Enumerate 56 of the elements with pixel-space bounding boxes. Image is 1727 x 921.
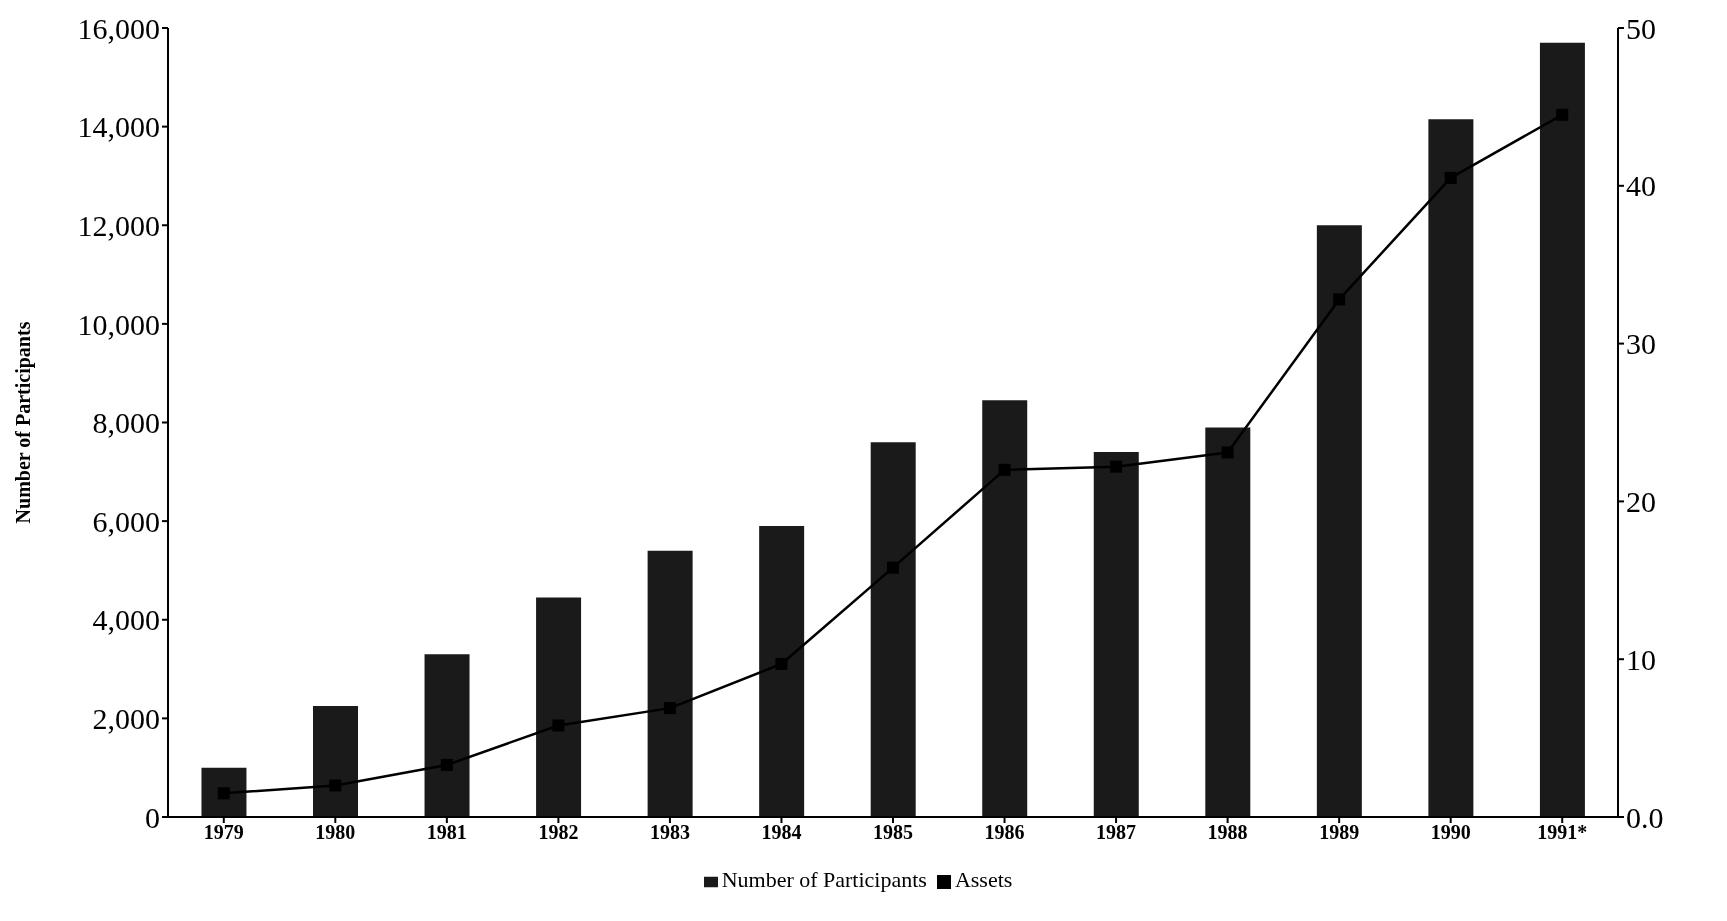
x-tick-label: 1981 <box>426 821 467 844</box>
point <box>1221 446 1234 459</box>
bar <box>647 550 693 817</box>
point <box>552 719 565 732</box>
y-tick-label: 16,000 <box>77 11 160 45</box>
bar <box>1093 452 1139 817</box>
bar <box>424 654 470 817</box>
y2-tick-label: 0.0 <box>1626 800 1664 834</box>
y-tick-label: 0 <box>145 800 160 834</box>
y2-tick-label: 20 <box>1626 485 1656 519</box>
point <box>887 561 899 574</box>
y-tick-label: 10,000 <box>77 307 160 341</box>
point <box>775 657 788 670</box>
bar <box>1205 427 1251 817</box>
point <box>329 779 342 792</box>
x-tick-label: 1985 <box>873 821 913 844</box>
y2-tick-label: 10 <box>1626 642 1656 676</box>
legend-label: Number of Participants <box>721 867 927 892</box>
bar <box>201 767 247 817</box>
y-tick-label: 6,000 <box>92 504 160 538</box>
bar <box>870 442 916 817</box>
legend-label: Assets <box>954 867 1013 892</box>
bar <box>1316 225 1362 817</box>
bar <box>313 706 358 817</box>
x-tick-label: 1988 <box>1207 821 1248 844</box>
y2-tick-label: 50 <box>1626 11 1656 45</box>
x-tick-label: 1990 <box>1430 821 1471 844</box>
point <box>1556 108 1569 121</box>
bar <box>982 400 1028 817</box>
x-tick-label: 1984 <box>761 821 802 844</box>
y-tick-label: 12,000 <box>77 208 160 242</box>
y2-tick-label: 30 <box>1626 327 1656 361</box>
x-tick-label: 1982 <box>538 821 579 844</box>
point <box>1444 171 1457 184</box>
point <box>440 758 453 771</box>
x-tick-label: 1979 <box>203 821 244 844</box>
point <box>1110 460 1123 473</box>
y-tick-label: 14,000 <box>77 110 160 144</box>
x-tick-label: 1987 <box>1096 821 1137 844</box>
bar <box>759 526 805 817</box>
bar <box>1428 119 1474 817</box>
y-axis-title: Number of Participants <box>12 321 36 524</box>
y-tick-label: 2,000 <box>92 702 160 736</box>
x-tick-label: 1986 <box>984 821 1025 844</box>
x-tick-label: 1991* <box>1537 821 1588 844</box>
bar <box>1539 42 1585 817</box>
x-tick-label: 1989 <box>1319 821 1360 844</box>
bar <box>536 597 582 817</box>
x-tick-label: 1980 <box>315 821 356 844</box>
point <box>1333 293 1346 306</box>
y-tick-label: 4,000 <box>92 603 160 637</box>
point <box>998 463 1011 476</box>
point <box>663 702 676 715</box>
x-tick-label: 1983 <box>649 821 690 844</box>
y2-tick-label: 40 <box>1626 169 1656 203</box>
y-tick-label: 8,000 <box>92 406 160 440</box>
